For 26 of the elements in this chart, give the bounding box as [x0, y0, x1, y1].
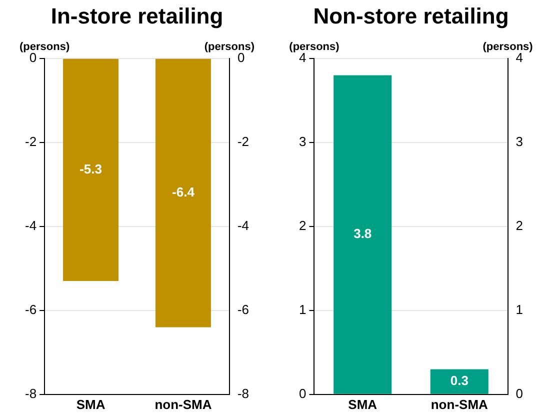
- chart-title: In-store retailing: [50, 3, 224, 28]
- x-tick-label: non-SMA: [430, 396, 489, 412]
- data-label: 0.3: [450, 373, 468, 388]
- y-tick-label: -8: [24, 386, 37, 401]
- data-label: -5.3: [80, 162, 102, 177]
- y2-tick-label: -6: [237, 302, 250, 317]
- y2-tick-label: 0: [516, 386, 524, 401]
- y2-tick-label: -2: [237, 134, 250, 149]
- x-tick-label: SMA: [76, 396, 106, 412]
- data-label: 3.8: [354, 226, 372, 242]
- y-tick-label: 1: [298, 302, 306, 317]
- y2-tick-label: -8: [237, 386, 250, 401]
- y2-tick-label: 3: [516, 134, 524, 149]
- x-tick-label: SMA: [348, 396, 378, 412]
- y2-tick-label: 2: [516, 218, 524, 233]
- y-tick-label: 3: [298, 134, 306, 149]
- y-tick-label: 2: [298, 218, 306, 233]
- y-tick-label: -6: [24, 302, 37, 317]
- y-tick-label: -2: [24, 134, 37, 149]
- x-tick-label: non-SMA: [154, 396, 212, 412]
- y2-tick-label: 1: [516, 302, 524, 317]
- data-label: -6.4: [172, 184, 196, 200]
- y-tick-label: 0: [298, 386, 306, 401]
- chart-title: Non-store retailing: [313, 3, 509, 28]
- y2-tick-label: -4: [237, 218, 250, 233]
- y-tick-label: -4: [24, 218, 37, 233]
